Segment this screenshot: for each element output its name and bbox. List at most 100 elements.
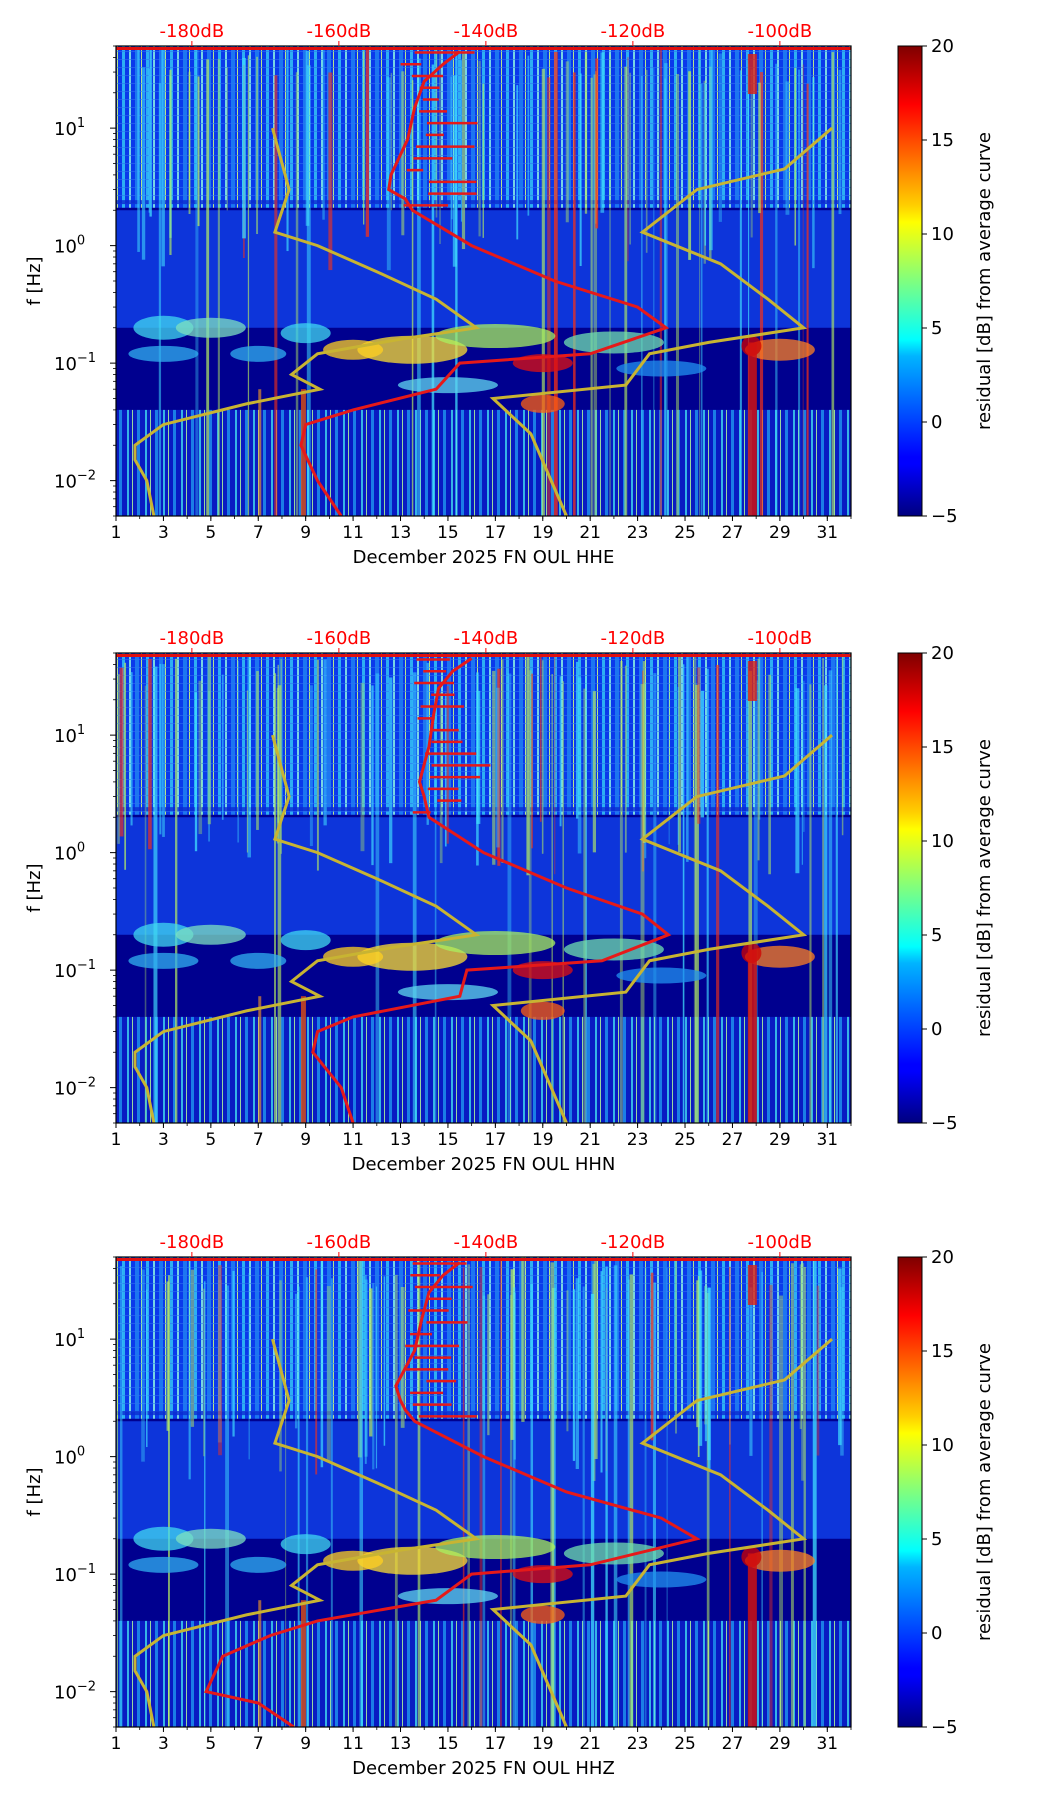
colorbar-tick-label: 10 (931, 224, 954, 245)
event-streak (195, 49, 199, 516)
event-streak (198, 680, 203, 835)
event-streak (575, 661, 579, 819)
microseism-blob (435, 324, 556, 349)
event-streak (203, 1288, 205, 1457)
event-streak (562, 681, 564, 1123)
event-column (258, 996, 262, 1123)
top-axis-label: -160dB (307, 628, 372, 649)
event-streak (653, 67, 655, 516)
event-streak (315, 1269, 318, 1475)
microseism-blob (397, 377, 498, 394)
microseism-blob (435, 1535, 556, 1560)
event-streak (124, 662, 127, 870)
event-streak (328, 72, 333, 271)
x-axis-label: December 2025 FN OUL HHE (353, 547, 615, 568)
event-streak (559, 676, 562, 827)
noise-model-low-curve (133, 734, 481, 1123)
microseism-blob (744, 338, 815, 361)
event-streak (526, 653, 530, 876)
event-streak (217, 1280, 222, 1443)
x-axis-label: December 2025 FN OUL HHZ (352, 1758, 615, 1779)
event-streak (704, 83, 707, 246)
y-tick-label: 10−1 (54, 1562, 96, 1586)
x-tick-label: 7 (253, 1130, 264, 1150)
event-streak (550, 1262, 555, 1727)
top-red-line (116, 1258, 851, 1261)
microseism-blob (744, 945, 815, 968)
event-streak (682, 664, 685, 1123)
event-streak (274, 75, 278, 516)
event-streak (595, 58, 599, 229)
event-streak (677, 686, 680, 845)
event-streak (803, 680, 805, 832)
event-streak (840, 1287, 844, 1456)
x-tick-label: 1 (111, 1734, 122, 1754)
event-streak (149, 50, 152, 217)
event-streak (585, 676, 587, 1123)
event-streak (592, 691, 597, 853)
event-streak (320, 1259, 324, 1468)
event-streak (572, 1289, 576, 1461)
event-streak (688, 71, 692, 260)
event-streak (709, 49, 713, 251)
x-tick-label: 3 (158, 1130, 169, 1150)
microseism-blob (616, 1571, 707, 1588)
event-streak (573, 72, 576, 516)
event-streak (553, 51, 558, 516)
event-streak (512, 1287, 516, 1727)
event-streak (386, 77, 391, 271)
event-streak (411, 80, 414, 516)
event-streak (642, 661, 646, 843)
event-streak (790, 1263, 794, 1727)
event-streak (204, 1281, 206, 1727)
x-tick-label: 21 (579, 523, 601, 543)
top-axis-label: -140dB (454, 628, 519, 649)
event-streak (207, 653, 212, 825)
event-streak (130, 672, 133, 826)
microseism-blob (128, 1556, 199, 1573)
event-streak (579, 73, 582, 267)
x-tick-label: 13 (390, 1130, 412, 1150)
event-streak (431, 64, 435, 516)
colorbar (897, 45, 923, 517)
top-axis-label: -180dB (160, 21, 225, 42)
event-streak (678, 656, 681, 853)
event-streak (309, 685, 313, 847)
event-streak (521, 1257, 525, 1422)
event-streak (706, 1292, 710, 1727)
event-streak (322, 48, 325, 220)
colorbar (897, 1256, 923, 1728)
top-axis-label: -160dB (307, 21, 372, 42)
y-tick-label: 10−1 (54, 958, 96, 982)
event-streak (729, 1266, 731, 1727)
y-tick-label: 100 (54, 1445, 85, 1469)
event-streak (627, 1279, 630, 1727)
event-streak (363, 50, 365, 225)
event-streak (675, 74, 680, 516)
event-streak (613, 1265, 618, 1727)
event-streak (795, 688, 800, 874)
microseism-blob (280, 930, 331, 951)
event-streak (582, 1286, 585, 1727)
event-streak (323, 659, 327, 826)
top-red-line (116, 47, 851, 50)
x-tick-label: 11 (342, 523, 364, 543)
colorbar-label: residual [dB] from average curve (974, 1343, 995, 1641)
x-tick-label: 13 (390, 1734, 412, 1754)
event-streak (158, 83, 162, 516)
event-streak (816, 1285, 820, 1456)
microseism-blob (280, 1534, 331, 1555)
top-axis-label: -180dB (160, 1232, 225, 1253)
event-streak (594, 1259, 598, 1460)
event-streak (775, 63, 778, 516)
event-streak (375, 1286, 378, 1469)
event-streak (232, 1270, 235, 1437)
event-streak (530, 1283, 534, 1727)
event-streak (295, 72, 299, 516)
microseism-blob (230, 345, 287, 362)
event-streak (718, 53, 722, 222)
event-streak (531, 673, 533, 849)
event-streak (153, 666, 158, 1123)
microseism-blob (520, 1001, 565, 1020)
